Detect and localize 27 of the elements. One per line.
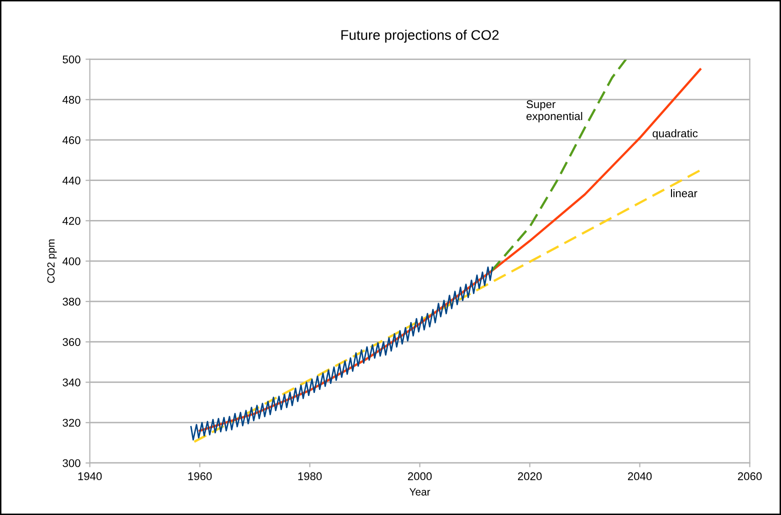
y-tick-label: 460 — [62, 136, 80, 144]
x-tick-label: 2060 — [738, 472, 762, 480]
line-series — [198, 68, 702, 432]
series-label: quadratic — [652, 129, 698, 140]
y-tick-label: 440 — [62, 176, 80, 184]
x-tick-label: 1980 — [298, 472, 322, 480]
x-tick-label: 1960 — [188, 472, 212, 480]
x-tick-label: 2020 — [518, 472, 542, 480]
series-label: Super exponential — [526, 100, 582, 122]
series-label: linear — [671, 189, 698, 198]
x-axis-title: Year — [409, 488, 430, 496]
y-tick-label: 300 — [62, 459, 80, 468]
line-series — [190, 266, 494, 440]
y-axis-title: CO2 ppm — [47, 240, 57, 283]
y-tick-label: 320 — [62, 418, 80, 427]
x-tick-label: 2000 — [408, 472, 432, 480]
y-tick-label: 420 — [62, 216, 80, 225]
x-tick-label: 2040 — [628, 472, 652, 480]
y-tick-label: 400 — [62, 257, 80, 266]
y-tick-label: 380 — [62, 298, 80, 306]
chart-title: Future projections of CO2 — [341, 30, 499, 43]
y-tick-label: 500 — [62, 55, 80, 64]
y-tick-label: 480 — [62, 96, 80, 104]
line-series — [490, 59, 628, 272]
y-tick-label: 360 — [62, 338, 80, 346]
x-tick-label: 1940 — [78, 472, 102, 480]
y-tick-label: 340 — [62, 378, 80, 386]
